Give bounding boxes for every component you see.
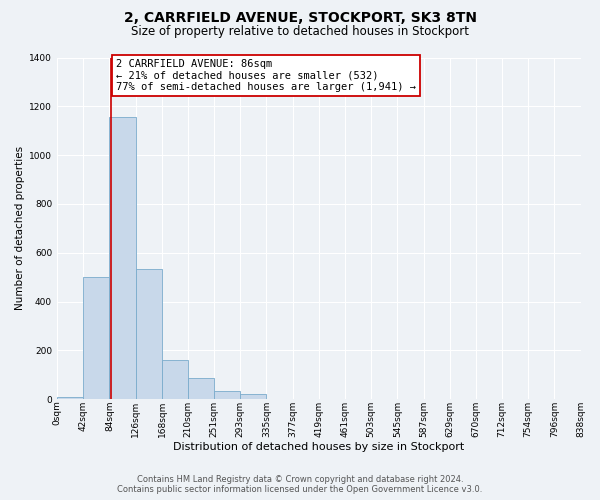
Bar [188, 378, 214, 399]
Text: Contains HM Land Registry data © Crown copyright and database right 2024.
Contai: Contains HM Land Registry data © Crown c… [118, 474, 482, 494]
X-axis label: Distribution of detached houses by size in Stockport: Distribution of detached houses by size … [173, 442, 464, 452]
Bar [214, 390, 240, 399]
Bar [109, 118, 136, 399]
Bar [83, 277, 109, 399]
Text: Size of property relative to detached houses in Stockport: Size of property relative to detached ho… [131, 25, 469, 38]
Bar [57, 396, 83, 399]
Bar [240, 394, 266, 399]
Text: 2 CARRFIELD AVENUE: 86sqm
← 21% of detached houses are smaller (532)
77% of semi: 2 CARRFIELD AVENUE: 86sqm ← 21% of detac… [116, 58, 416, 92]
Y-axis label: Number of detached properties: Number of detached properties [15, 146, 25, 310]
Text: 2, CARRFIELD AVENUE, STOCKPORT, SK3 8TN: 2, CARRFIELD AVENUE, STOCKPORT, SK3 8TN [124, 11, 476, 25]
Bar [136, 268, 162, 399]
Bar [162, 360, 188, 399]
